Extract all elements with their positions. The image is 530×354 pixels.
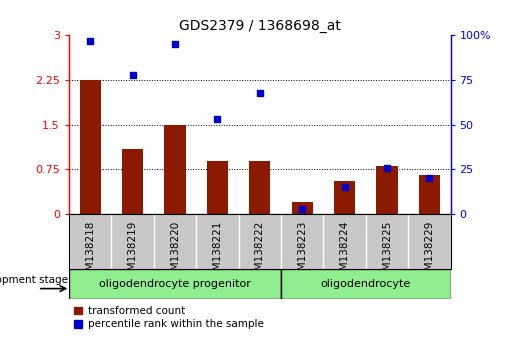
Text: GSM138219: GSM138219: [128, 221, 137, 284]
Text: oligodendrocyte progenitor: oligodendrocyte progenitor: [99, 279, 251, 289]
Text: GSM138220: GSM138220: [170, 221, 180, 284]
Bar: [334, 181, 355, 214]
Bar: [80, 80, 101, 214]
Bar: [122, 149, 143, 214]
Point: [298, 206, 306, 212]
Point: [213, 116, 222, 122]
Point: [383, 165, 391, 171]
Title: GDS2379 / 1368698_at: GDS2379 / 1368698_at: [179, 19, 341, 33]
Text: GSM138229: GSM138229: [425, 221, 434, 284]
Bar: [69, 269, 281, 299]
Point: [425, 176, 434, 181]
Text: GSM138224: GSM138224: [340, 221, 349, 284]
Bar: [207, 161, 228, 214]
Bar: [419, 176, 440, 214]
Text: oligodendrocyte: oligodendrocyte: [321, 279, 411, 289]
Bar: [292, 202, 313, 214]
Bar: [281, 269, 450, 299]
Text: GSM138222: GSM138222: [255, 221, 264, 284]
Point: [86, 38, 94, 44]
Bar: [164, 125, 186, 214]
Legend: transformed count, percentile rank within the sample: transformed count, percentile rank withi…: [74, 306, 263, 329]
Bar: [249, 161, 270, 214]
Point: [171, 41, 179, 47]
Text: development stage: development stage: [0, 275, 67, 285]
Text: GSM138223: GSM138223: [297, 221, 307, 284]
Text: GSM138218: GSM138218: [85, 221, 95, 284]
Point: [128, 72, 137, 78]
Text: GSM138221: GSM138221: [213, 221, 222, 284]
Point: [255, 90, 264, 96]
Text: GSM138225: GSM138225: [382, 221, 392, 284]
Point: [340, 184, 349, 190]
Bar: [376, 166, 398, 214]
